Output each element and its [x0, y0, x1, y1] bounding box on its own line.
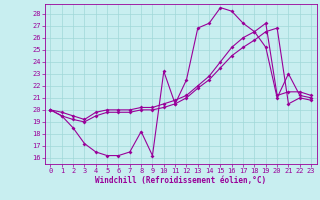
X-axis label: Windchill (Refroidissement éolien,°C): Windchill (Refroidissement éolien,°C): [95, 176, 266, 185]
